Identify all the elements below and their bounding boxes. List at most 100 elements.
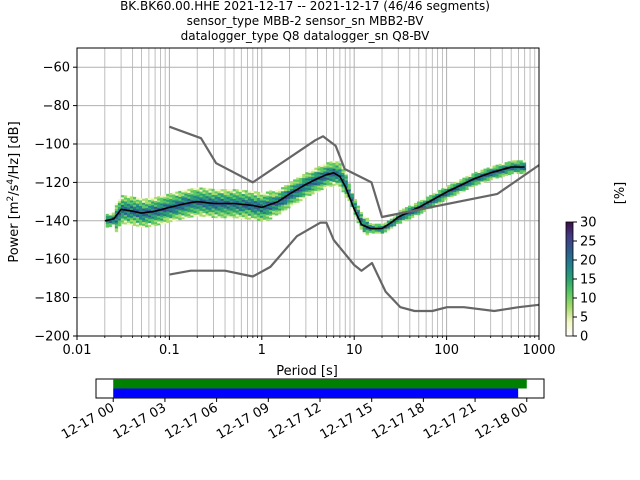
- heatmap-cell: [268, 200, 273, 203]
- heatmap-cell: [247, 205, 252, 209]
- heatmap-cell: [374, 223, 379, 226]
- heatmap-cell: [126, 222, 131, 225]
- heatmap-cell: [175, 197, 179, 200]
- heatmap-cell: [495, 164, 499, 167]
- heatmap-cell: [350, 197, 354, 200]
- heatmap-cell: [111, 216, 116, 219]
- heatmap-cell: [211, 210, 215, 213]
- heatmap-cell: [293, 179, 297, 182]
- heatmap-cell: [513, 171, 518, 175]
- heatmap-cell: [160, 203, 164, 206]
- heatmap-cell: [187, 209, 191, 213]
- heatmap-cell: [217, 189, 221, 192]
- y-axis-label: Power [m2/s4/Hz] [dB]: [6, 121, 22, 262]
- heatmap-cell: [362, 220, 366, 223]
- heatmap-cell: [329, 163, 333, 166]
- heatmap-cell: [132, 206, 137, 209]
- heatmap-cell: [410, 208, 415, 211]
- heatmap-cell: [172, 201, 176, 205]
- heatmap-cell: [193, 189, 197, 192]
- heatmap-cell: [287, 206, 291, 209]
- heatmap-cell: [386, 228, 391, 231]
- heatmap-cell: [145, 203, 149, 207]
- heatmap-cell: [471, 180, 475, 184]
- heatmap-cell: [232, 198, 237, 201]
- heatmap-cell: [296, 200, 300, 203]
- heatmap-cell: [329, 165, 333, 168]
- heatmap-cell: [293, 181, 297, 184]
- heatmap-cell: [395, 221, 400, 224]
- heatmap-cell: [271, 204, 276, 207]
- heatmap-cell: [326, 175, 330, 178]
- heatmap-cell: [338, 182, 342, 185]
- heatmap-cell: [265, 199, 270, 202]
- heatmap-cell: [211, 208, 215, 211]
- heatmap-cell: [214, 210, 218, 213]
- heatmap-cell: [172, 198, 176, 201]
- heatmap-cell: [392, 222, 397, 225]
- heatmap-cell: [265, 203, 270, 206]
- heatmap-cell: [238, 195, 243, 198]
- heatmap-cell: [362, 231, 366, 235]
- heatmap-cell: [226, 194, 230, 198]
- heatmap-cell: [241, 205, 246, 208]
- heatmap-cell: [193, 203, 197, 206]
- heatmap-cell: [196, 210, 200, 213]
- heatmap-cell: [513, 164, 518, 167]
- heatmap-cell: [114, 212, 119, 215]
- heatmap-cell: [129, 205, 134, 209]
- heatmap-cell: [220, 194, 224, 198]
- heatmap-cell: [175, 195, 179, 198]
- heatmap-cell: [114, 218, 119, 221]
- heatmap-cell: [335, 170, 339, 174]
- heatmap-cell: [519, 169, 524, 173]
- heatmap-cell: [290, 181, 294, 184]
- heatmap-cell: [223, 212, 227, 215]
- heatmap-cell: [281, 210, 285, 213]
- heatmap-cell: [214, 216, 218, 219]
- heatmap-cell: [181, 192, 185, 195]
- heatmap-cell: [522, 168, 527, 171]
- heatmap-cell: [326, 183, 330, 186]
- heatmap-cell: [362, 226, 366, 229]
- heatmap-cell: [317, 169, 321, 173]
- heatmap-cell: [365, 217, 369, 220]
- heatmap-cell: [123, 214, 128, 217]
- heatmap-cell: [126, 215, 131, 218]
- heatmap-cell: [380, 225, 385, 228]
- heatmap-cell: [163, 213, 167, 217]
- heatmap-cell: [271, 195, 276, 198]
- heatmap-cell: [139, 209, 143, 212]
- heatmap-cell: [441, 199, 445, 202]
- heatmap-cell: [226, 204, 230, 207]
- heatmap-cell: [420, 211, 424, 214]
- heatmap-cell: [117, 206, 122, 210]
- heatmap-cell: [356, 211, 360, 214]
- heatmap-cell: [453, 182, 457, 185]
- heatmap-cell: [154, 208, 158, 211]
- heatmap-cell: [311, 190, 315, 193]
- heatmap-cell: [474, 171, 478, 175]
- heatmap-cell: [284, 187, 288, 190]
- heatmap-cell: [323, 169, 327, 172]
- heatmap-cell: [519, 162, 524, 165]
- heatmap-cell: [271, 214, 276, 217]
- heatmap-cell: [293, 190, 297, 194]
- heatmap-cell: [353, 204, 357, 208]
- heatmap-cell: [214, 200, 218, 203]
- heatmap-cell: [126, 218, 131, 222]
- heatmap-cell: [196, 195, 200, 198]
- colorbar-tick-label: 30: [580, 216, 597, 231]
- heatmap-cell: [256, 211, 261, 214]
- heatmap-cell: [477, 174, 481, 177]
- heatmap-cell: [335, 169, 339, 172]
- heatmap-cell: [447, 190, 451, 193]
- heatmap-cell: [299, 196, 303, 200]
- heatmap-cell: [259, 211, 264, 214]
- heatmap-cell: [281, 202, 285, 205]
- heatmap-cell: [132, 212, 137, 215]
- heatmap-cell: [163, 196, 167, 199]
- heatmap-cell: [132, 221, 137, 225]
- heatmap-cell: [154, 221, 158, 225]
- heatmap-cell: [211, 211, 215, 215]
